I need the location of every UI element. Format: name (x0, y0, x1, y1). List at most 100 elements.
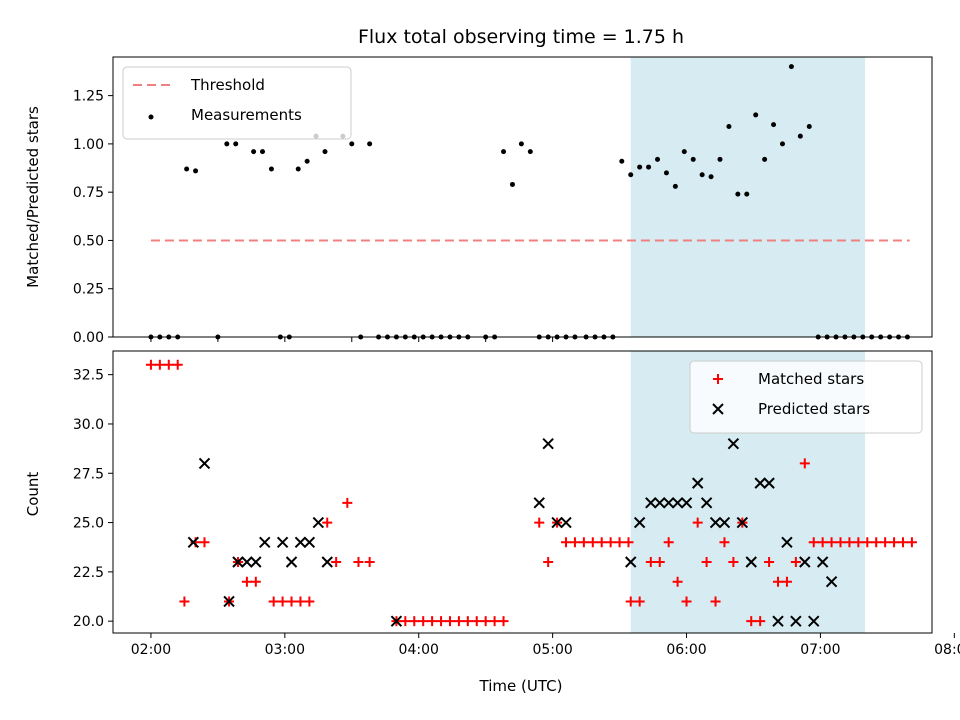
matched-star-point (587, 537, 598, 548)
matched-star-point (409, 616, 420, 627)
measurement-point (304, 158, 310, 164)
predicted-star-point (654, 497, 666, 509)
measurement-point (672, 183, 678, 189)
matched-star-point (692, 517, 703, 528)
matched-star-point (498, 616, 509, 627)
matched-star-point (400, 616, 411, 627)
matched-star-point (728, 557, 739, 568)
measurement-point (646, 164, 652, 170)
y-tick-label: 25.0 (73, 516, 104, 532)
matched-star-point (179, 596, 190, 607)
predicted-star-point (772, 615, 784, 627)
measurement-point (518, 141, 524, 147)
matched-star-point (172, 359, 183, 370)
predicted-star-point (560, 516, 572, 529)
measurement-point (753, 112, 759, 118)
bottom-y-axis-label: Count (24, 472, 42, 517)
matched-star-point (701, 557, 712, 568)
predicted-star-point (645, 497, 657, 509)
matched-star-point (755, 616, 766, 627)
matched-star-point (163, 359, 174, 370)
matched-star-point (672, 576, 683, 587)
plot-frame (112, 56, 933, 338)
measurement-point (726, 124, 732, 130)
matched-star-point (781, 576, 792, 587)
predicted-star-point (709, 516, 722, 529)
top-y-axis-label: Matched/Predicted stars (24, 106, 42, 288)
matched-star-point (199, 537, 210, 548)
x-tick-label: 05:00 (532, 642, 572, 658)
predicted-star-point (198, 457, 211, 470)
matched-star-point (364, 557, 375, 568)
matched-star-point (241, 576, 252, 587)
measurement-point (251, 149, 257, 155)
predicted-star-point (250, 556, 262, 568)
predicted-star-point (390, 615, 403, 627)
predicted-star-point (232, 556, 244, 568)
measurement-point (762, 156, 768, 162)
legend-swatch-predicted (712, 403, 724, 415)
matched-star-point (835, 537, 846, 548)
legend-swatch-measurements (148, 114, 154, 120)
y-tick-label: 0.00 (73, 330, 104, 346)
y-tick-label: 1.00 (73, 137, 104, 153)
predicted-star-point (763, 477, 775, 489)
measurement-point (735, 191, 741, 197)
predicted-star-point (223, 595, 235, 608)
predicted-star-point (241, 556, 253, 568)
legend-box (689, 360, 923, 434)
measurement-point (184, 166, 190, 172)
matched-star-point (543, 557, 554, 568)
legend-label: Matched stars (758, 370, 864, 388)
matched-star-point (154, 359, 165, 370)
matched-star-point (304, 596, 315, 607)
x-tick-label: 04:00 (399, 642, 439, 658)
measurement-point (501, 149, 507, 155)
matched-star-point (645, 557, 656, 568)
matched-star-point (427, 616, 438, 627)
matched-star-point (746, 616, 757, 627)
measurement-point (717, 156, 723, 162)
matched-star-point (790, 557, 801, 568)
matched-star-point (625, 596, 636, 607)
measurement-point (690, 156, 696, 162)
matched-star-point (906, 537, 917, 548)
predicted-star-point (551, 516, 563, 529)
y-tick-label: 1.25 (73, 89, 104, 105)
legend-box (122, 66, 352, 140)
bottom-panel: 20.0 22.5 25.0 27.5 30.0 32.5 02:00 03:00 04:00 0… (73, 350, 960, 658)
x-axis-label: Time (UTC) (479, 677, 563, 695)
matched-star-point (331, 557, 342, 568)
matched-star-point (826, 537, 837, 548)
predicted-star-point (808, 615, 820, 627)
matched-star-point (817, 537, 828, 548)
matched-star-point (569, 537, 580, 548)
matched-star-point (889, 537, 900, 548)
measurement-point (708, 174, 714, 180)
predicted-star-point (533, 497, 545, 509)
measurement-point (771, 122, 777, 128)
matched-star-point (871, 537, 882, 548)
x-tick-label: 02:00 (131, 642, 171, 658)
matched-star-point (268, 596, 279, 607)
measurement-point (637, 164, 643, 170)
matched-star-point (145, 359, 156, 370)
measurement-point (779, 141, 785, 147)
measurement-point (619, 158, 625, 164)
x-tick-label: 03:00 (265, 642, 305, 658)
predicted-star-point (187, 536, 200, 548)
predicted-star-point (825, 576, 838, 588)
measurement-point (367, 141, 373, 147)
measurement-point (295, 166, 301, 172)
predicted-star-point (285, 556, 298, 568)
y-tick-label: 0.50 (73, 233, 104, 249)
y-tick-label: 20.0 (73, 614, 104, 630)
y-tick-label: 30.0 (73, 417, 104, 433)
measurement-point (681, 149, 687, 155)
matched-star-point (596, 537, 607, 548)
matched-star-point (418, 616, 429, 627)
measurement-point (349, 141, 355, 147)
measurement-point (628, 172, 634, 178)
predicted-star-point (303, 536, 316, 548)
